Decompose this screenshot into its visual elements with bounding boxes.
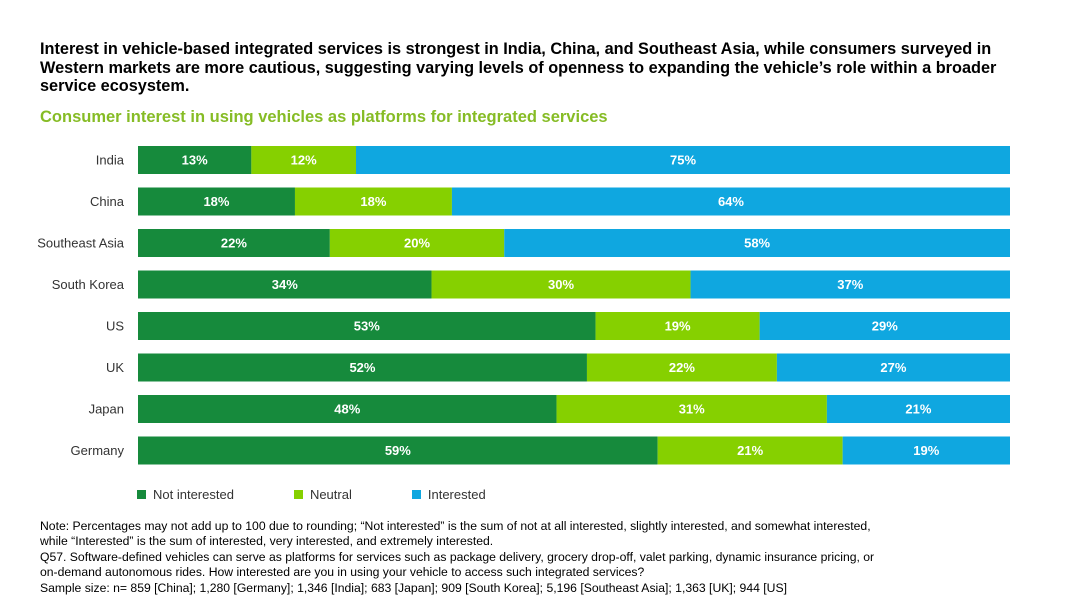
- category-label-south-korea: South Korea: [52, 277, 125, 292]
- note-line: Note: Percentages may not add up to 100 …: [40, 519, 871, 533]
- bar-interested-uk: [776, 353, 1010, 382]
- data-label-not-interested-india: 13%: [182, 153, 208, 168]
- category-label-germany: Germany: [71, 443, 125, 458]
- data-label-neutral-japan: 31%: [679, 402, 705, 417]
- bar-interested-china: [451, 187, 1010, 216]
- bar-interested-us: [759, 312, 1010, 340]
- bar-not-interested-india: [138, 146, 252, 174]
- data-label-not-interested-uk: 52%: [349, 360, 375, 375]
- data-label-not-interested-us: 53%: [354, 319, 380, 334]
- data-label-not-interested-china: 18%: [203, 194, 229, 209]
- bar-not-interested-us: [138, 312, 596, 340]
- data-label-not-interested-southeast-asia: 22%: [221, 236, 247, 251]
- bar-not-interested-uk: [138, 353, 587, 382]
- data-label-neutral-southeast-asia: 20%: [404, 236, 430, 251]
- data-label-neutral-china: 18%: [360, 194, 386, 209]
- bar-not-interested-southeast-asia: [138, 229, 330, 257]
- bar-neutral-south-korea: [431, 270, 691, 299]
- note-line: on-demand autonomous rides. How interest…: [40, 565, 645, 580]
- bar-interested-southeast-asia: [504, 229, 1010, 257]
- data-label-neutral-uk: 22%: [669, 360, 695, 375]
- bar-interested-south-korea: [690, 270, 1010, 299]
- note-line: Q57. Software-defined vehicles can serve…: [40, 549, 875, 564]
- category-label-us: US: [106, 319, 124, 334]
- data-label-interested-japan: 21%: [905, 402, 931, 417]
- bar-neutral-us: [595, 312, 760, 340]
- legend-swatch-neutral: [293, 490, 303, 499]
- legend-label-not-interested: Not interested: [153, 487, 234, 502]
- bar-not-interested-china: [138, 187, 295, 216]
- bar-interested-india: [356, 146, 1010, 174]
- category-label-china: China: [90, 194, 125, 209]
- category-label-southeast-asia: Southeast Asia: [37, 236, 124, 251]
- data-label-interested-china: 64%: [718, 194, 744, 209]
- bar-neutral-germany: [657, 436, 843, 465]
- data-label-interested-germany: 19%: [913, 443, 939, 458]
- note-line: Sample size: n= 859 [China]; 1,280 [Germ…: [40, 580, 787, 595]
- bar-neutral-southeast-asia: [329, 229, 505, 257]
- category-label-japan: Japan: [89, 402, 124, 417]
- data-label-interested-uk: 27%: [880, 360, 906, 375]
- bar-neutral-uk: [586, 353, 777, 382]
- bar-interested-japan: [826, 395, 1010, 423]
- note-line: while “Interested” is the sum of interes…: [40, 534, 494, 549]
- data-label-interested-southeast-asia: 58%: [744, 236, 770, 251]
- data-label-interested-south-korea: 37%: [837, 277, 863, 292]
- bar-not-interested-south-korea: [138, 270, 432, 299]
- bar-neutral-japan: [556, 395, 827, 423]
- chart-title: Consumer interest in using vehicles as p…: [40, 108, 608, 126]
- bar-neutral-china: [294, 187, 452, 216]
- bar-neutral-india: [251, 146, 356, 174]
- data-label-neutral-india: 12%: [291, 153, 317, 168]
- legend-swatch-not-interested: [137, 490, 146, 499]
- data-label-interested-us: 29%: [872, 319, 898, 334]
- data-label-neutral-south-korea: 30%: [548, 277, 574, 292]
- data-label-not-interested-south-korea: 34%: [272, 277, 298, 292]
- legend-swatch-interested: [411, 490, 421, 499]
- legend-item-not-interested: Not interested: [137, 487, 234, 502]
- category-label-india: India: [96, 153, 125, 168]
- data-label-not-interested-germany: 59%: [385, 443, 411, 458]
- stacked-bar-chart: India 13% 12% 75% China 18% 18% 64% Southeast As…: [37, 146, 1010, 465]
- legend-item-neutral: Neutral: [293, 487, 352, 502]
- legend-item-interested: Interested: [411, 487, 486, 502]
- category-label-uk: UK: [106, 360, 124, 375]
- chart-legend: Not interested Neutral Interested: [137, 487, 546, 502]
- bar-interested-germany: [842, 436, 1010, 465]
- legend-label-interested: Interested: [427, 487, 486, 502]
- chart-notes: Note: Percentages may not add up to 100 …: [40, 519, 1060, 596]
- bar-not-interested-japan: [138, 395, 557, 423]
- data-label-neutral-us: 19%: [665, 319, 691, 334]
- data-label-not-interested-japan: 48%: [334, 402, 360, 417]
- data-label-interested-india: 75%: [670, 153, 696, 168]
- headline: Interest in vehicle-based integrated ser…: [40, 40, 997, 95]
- legend-label-neutral: Neutral: [309, 487, 352, 502]
- bar-not-interested-germany: [138, 436, 658, 465]
- data-label-neutral-germany: 21%: [737, 443, 763, 458]
